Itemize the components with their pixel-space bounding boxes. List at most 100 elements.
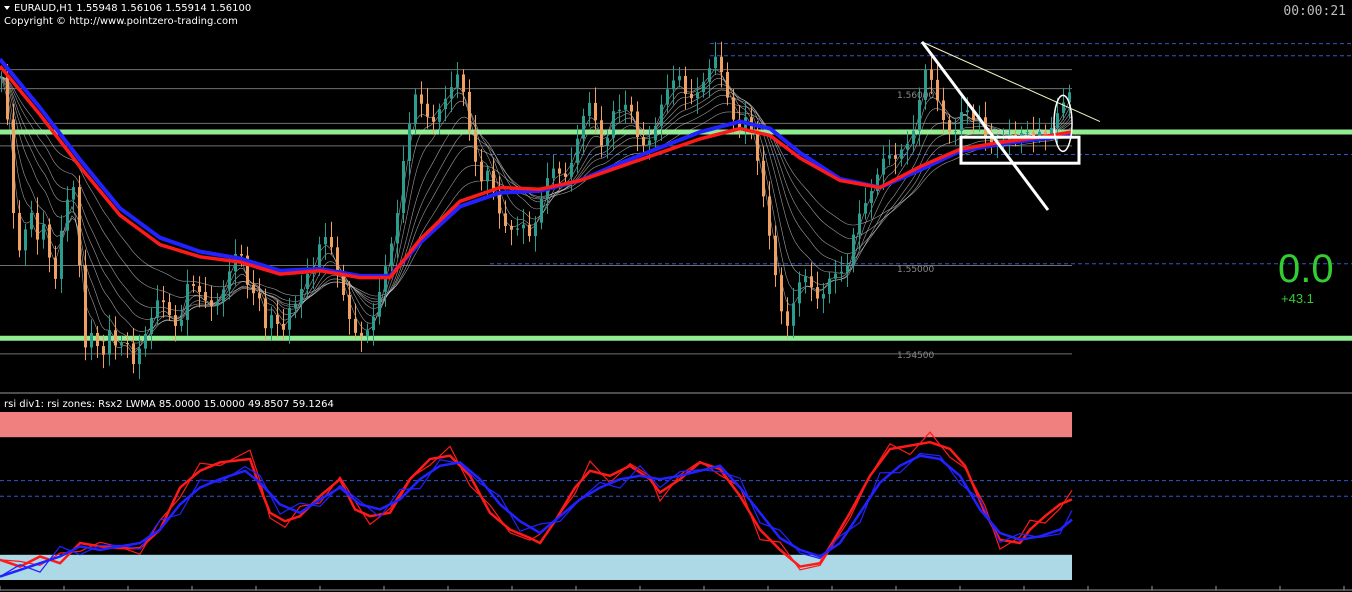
candle-body [720,56,723,73]
annotation-ellipse [1053,94,1073,153]
candle-body [636,111,639,138]
candle-body [624,104,627,110]
candle-body [612,111,615,138]
candle-body [906,143,909,150]
candle-body [726,72,729,98]
candle-body [936,79,939,101]
candle-body [462,74,465,92]
ribbon-ema [0,69,1072,353]
candle-body [840,271,843,274]
candle-body [618,109,621,112]
candle-body [258,293,261,299]
ribbon-ema [0,76,1072,302]
candle-body [672,80,675,90]
candle-body [126,343,129,345]
candle-body [714,56,717,69]
candle-body [594,102,597,121]
candle-body [54,257,57,279]
candle-body [330,237,333,248]
candle-body [90,332,93,348]
candle-body [366,330,369,337]
candle-body [774,235,777,276]
ribbon-ema [0,76,1072,312]
rsi-rsx2-raw [0,431,1073,571]
candle-body [786,311,789,326]
candle-body [294,303,297,308]
candle-body [18,213,21,251]
candle-body [516,228,519,230]
candle-body [1044,131,1047,135]
candle-body [222,289,225,302]
candle-body [708,68,711,83]
indicator-label: rsi div1: rsi zones: Rsx2 LWMA 85.0000 1… [4,399,334,410]
candle-body [102,346,105,355]
candle-body [948,120,951,133]
pips-change: +43.1 [1281,291,1314,306]
rsi-rsx2-line [0,440,1073,568]
candle-body [690,93,693,99]
candle-body [0,76,3,78]
candle-body [162,300,165,303]
candle-body [582,115,585,139]
candle-body [426,103,429,117]
candle-body [564,173,567,177]
candle-body [756,129,759,161]
trendline-thick [920,40,1050,211]
candle-body [816,287,819,299]
candle-body [168,302,171,316]
ribbon-ema [0,73,1072,350]
candle-body [960,112,963,132]
ema-red-line [0,64,1073,280]
candle-body [504,213,507,226]
candle-body [138,348,141,365]
candle-body [198,285,201,293]
candle-body [828,278,831,295]
candle-body [534,222,537,237]
candle-body [642,137,645,146]
candle-body [654,125,657,141]
candle-body [888,155,891,159]
candle-body [84,265,87,348]
candle-body [570,162,573,177]
candle-body [192,284,195,286]
candle-body [894,155,897,159]
oversold-zone [0,554,1072,580]
overbought-zone [0,412,1072,438]
candle-body [702,82,705,93]
candle-body [114,330,117,346]
candle-body [822,294,825,299]
dropdown-arrow-icon[interactable] [4,6,10,10]
candle-body [300,289,303,304]
candle-body [252,284,255,294]
candle-body [498,191,501,214]
candle-body [120,343,123,346]
candle-body [552,168,555,179]
candle-body [12,119,15,214]
candle-body [630,104,633,112]
rsi-lwma-raw [0,452,1073,578]
candle-body [456,74,459,88]
candle-body [480,161,483,182]
candle-body [78,187,81,266]
candle-body [474,130,477,162]
candle-body [1026,132,1029,134]
candle-body [246,255,249,285]
candle-body [864,203,867,214]
candle-body [900,149,903,159]
candle-body [882,158,885,175]
candle-body [204,292,207,301]
candle-body [432,116,435,122]
candle-body [210,300,213,306]
candle-body [270,315,273,329]
candle-body [6,76,9,120]
candle-body [318,244,321,268]
candle-body [972,110,975,121]
candle-body [180,319,183,326]
candle-body [1038,131,1041,137]
price-label: 1.56000 [897,91,935,102]
candle-body [990,136,993,144]
candle-body [804,276,807,283]
candle-body [36,212,39,240]
candle-body [924,69,927,100]
